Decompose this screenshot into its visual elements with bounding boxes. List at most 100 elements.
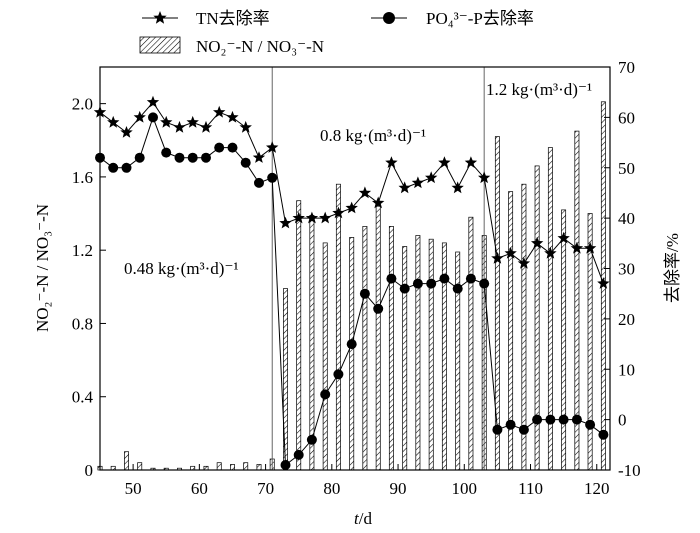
po4-point	[148, 112, 158, 123]
po4-point	[585, 419, 596, 430]
y-right-tick-label: 60	[618, 108, 635, 127]
x-tick-label: 50	[125, 479, 142, 498]
po4-point	[240, 157, 251, 168]
tn-point	[411, 176, 425, 189]
po4-point	[201, 152, 211, 163]
legend-po4: PO₄³⁻-P去除率	[371, 9, 534, 28]
y-right-tick-label: 70	[618, 58, 635, 77]
annotation-phase2: 0.8 kg·(m³·d)⁻¹	[320, 126, 426, 145]
bar	[243, 462, 249, 471]
y-left-tick-label: 0	[85, 461, 94, 480]
legend-star-marker	[153, 11, 167, 24]
legend: TN去除率 PO₄³⁻-P去除率 NO₂⁻-N / NO₃⁻-N	[139, 9, 534, 56]
tn-point	[305, 211, 319, 224]
y-left-tick-label: 1.2	[72, 241, 93, 260]
x-axis-label-var: t	[354, 509, 360, 528]
x-tick-label: 110	[518, 479, 543, 498]
bar	[322, 242, 328, 471]
y-axis-right-label: 去除率/%	[663, 233, 682, 303]
x-tick-label: 100	[452, 479, 478, 498]
x-tick-label: 80	[323, 479, 340, 498]
legend-tn-label: TN去除率	[196, 9, 270, 28]
x-tick-label: 60	[191, 479, 208, 498]
y-left-tick-label: 2.0	[72, 95, 93, 114]
po4-point	[426, 278, 437, 289]
po4-point	[134, 152, 145, 163]
tn-point	[597, 277, 610, 289]
annotation-phase1: 0.48 kg·(m³·d)⁻¹	[124, 259, 239, 278]
y-right-tick-label: 10	[618, 360, 635, 379]
y-axis-left: 0 0.4 0.8 1.2 1.6 2.0	[72, 95, 106, 480]
legend-bar-label: NO₂⁻-N / NO₃⁻-N	[196, 37, 324, 56]
tn-point	[160, 115, 173, 128]
tn-point	[266, 141, 279, 153]
po4-point	[333, 369, 344, 380]
tn-point	[517, 257, 531, 269]
phase-lines	[271, 67, 485, 470]
bar	[388, 226, 394, 471]
bar	[468, 216, 474, 471]
po4-point	[373, 303, 384, 314]
bar	[561, 209, 567, 471]
bar	[216, 462, 222, 471]
po4-point	[108, 162, 119, 173]
annotation-phase3: 1.2 kg·(m³·d)⁻¹	[486, 80, 592, 99]
tn-point	[252, 151, 266, 163]
tn-point	[292, 211, 305, 224]
bar	[402, 246, 408, 471]
tn-point	[531, 236, 544, 249]
y-right-tick-label: -10	[618, 461, 641, 480]
po4-point	[293, 449, 304, 460]
po4-point	[532, 414, 543, 425]
x-axis-label: t/d	[354, 509, 372, 528]
po4-point	[492, 424, 503, 435]
tn-point	[345, 201, 358, 214]
line-series	[93, 95, 610, 470]
legend-po4-label: PO₄³⁻-P去除率	[426, 9, 534, 28]
y-right-tick-label: 20	[618, 310, 635, 329]
tn-point	[332, 206, 345, 219]
po4-point	[320, 389, 331, 400]
tn-point	[385, 156, 398, 168]
tn-point	[107, 115, 120, 128]
y-axis-right: -10 0 10 20 30 40 50 60 70	[604, 58, 641, 480]
po4-point	[545, 414, 556, 425]
bar	[137, 462, 143, 471]
tn-point	[319, 211, 332, 224]
po4-point	[227, 142, 238, 153]
bar	[415, 235, 421, 471]
bar	[349, 237, 355, 471]
tn-point	[583, 241, 597, 254]
tn-point	[557, 231, 570, 244]
po4-point	[306, 434, 317, 445]
bar	[494, 136, 500, 471]
y-left-tick-label: 0.8	[72, 314, 93, 333]
bar	[309, 215, 315, 471]
bar	[124, 451, 129, 471]
po4-point	[386, 273, 397, 284]
po4-point	[598, 429, 609, 440]
tn-point	[464, 156, 478, 168]
tn-point	[239, 120, 252, 133]
y-right-tick-label: 50	[618, 159, 635, 178]
po4-point	[558, 414, 569, 425]
x-axis: 50 60 70 80 90 100 110 120	[125, 464, 610, 498]
tn-point	[213, 105, 226, 118]
bar-series	[97, 101, 606, 471]
po4-point	[280, 460, 291, 470]
y-left-tick-label: 1.6	[72, 168, 93, 187]
y-right-tick-label: 30	[618, 260, 635, 279]
po4-point	[187, 152, 198, 163]
po4-point	[214, 142, 225, 153]
tn-point	[451, 181, 464, 194]
po4-point	[346, 339, 357, 350]
tn-point	[358, 186, 372, 199]
po4-point	[571, 414, 582, 425]
po4-point	[121, 162, 132, 173]
bar	[375, 205, 381, 471]
po4-point	[465, 273, 476, 284]
po4-point	[161, 147, 172, 158]
tn-point	[478, 171, 491, 184]
bar	[335, 183, 341, 471]
